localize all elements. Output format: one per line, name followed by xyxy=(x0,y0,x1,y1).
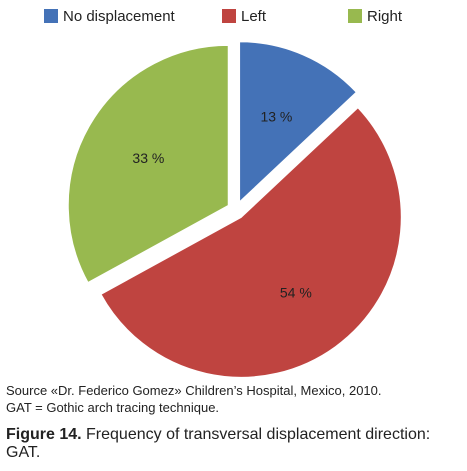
legend-item-no-displacement: No displacement xyxy=(44,6,175,26)
pie-chart: 13 % 54 % 33 % xyxy=(67,41,402,378)
figure-label: Figure 14. xyxy=(6,426,82,443)
legend-item-left: Left xyxy=(222,6,266,26)
source-line: Source «Dr. Federico Gomez» Children’s H… xyxy=(6,383,382,398)
legend-item-right: Right xyxy=(348,6,402,26)
data-label: 33 % xyxy=(132,150,164,166)
legend-swatch xyxy=(348,9,362,23)
figure-caption: Figure 14. Frequency of transversal disp… xyxy=(6,426,464,462)
legend-label: Right xyxy=(367,7,403,25)
legend-label: Left xyxy=(241,7,267,25)
source-note: Source «Dr. Federico Gomez» Children’s H… xyxy=(6,382,464,416)
legend-swatch xyxy=(44,9,58,23)
data-label: 54 % xyxy=(280,284,312,300)
slice-no-displacement xyxy=(239,41,357,203)
data-label: 13 % xyxy=(260,109,292,125)
slice-right xyxy=(67,44,229,284)
legend-label: No displacement xyxy=(63,7,175,25)
legend-swatch xyxy=(222,9,236,23)
figure-text: Frequency of transversal displacement di… xyxy=(6,426,431,461)
slice-left xyxy=(100,107,402,378)
abbreviation-line: GAT = Gothic arch tracing technique. xyxy=(6,400,220,415)
chart-legend: No displacement Left Right xyxy=(0,0,467,30)
